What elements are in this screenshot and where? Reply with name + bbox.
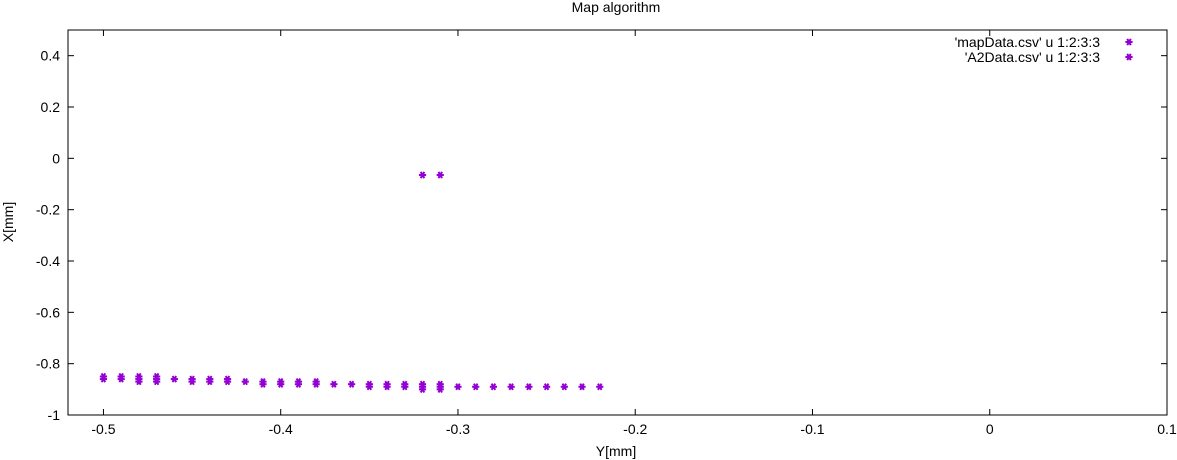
- data-point-series-1: [489, 383, 498, 391]
- data-point-series-1: [578, 383, 586, 391]
- data-point-series-1: [312, 380, 320, 388]
- chart-title: Map algorithm: [572, 0, 661, 15]
- x-tick-label: 0: [986, 421, 994, 437]
- data-point-series-1: [223, 378, 232, 386]
- data-point-series-1: [348, 380, 356, 388]
- data-point-series-1: [99, 375, 108, 383]
- data-point-series-1: [294, 380, 303, 388]
- x-tick-label: -0.4: [269, 421, 293, 437]
- data-point-series-1: [542, 383, 551, 391]
- data-point-series-1: [117, 375, 125, 383]
- y-tick-label: 0.2: [41, 99, 61, 115]
- legend-marker: [1125, 53, 1133, 61]
- data-point-series-1: [525, 383, 533, 391]
- x-tick-label: -0.3: [446, 421, 470, 437]
- legend: 'mapData.csv' u 1:2:3:3'A2Data.csv' u 1:…: [955, 34, 1133, 65]
- y-tick-label: 0.4: [41, 48, 61, 64]
- data-point-series-1: [170, 375, 178, 383]
- y-tick-label: -1: [48, 407, 61, 423]
- x-tick-label: 0.1: [1157, 421, 1177, 437]
- data-point-series-1: [365, 383, 373, 391]
- y-axis: 0.4 0.2 0 -0.2 -0.4 -0.6 -0.8 -1: [36, 48, 1167, 423]
- data-point-series-1: [596, 383, 604, 391]
- y-tick-label: -0.6: [36, 304, 60, 320]
- data-point-series-1: [153, 378, 161, 386]
- data-point-series-1: [436, 385, 444, 393]
- y-axis-title: X[mm]: [0, 202, 16, 242]
- legend-marker: [1125, 38, 1133, 46]
- x-axis-title: Y[mm]: [596, 443, 636, 459]
- x-tick-label: -0.1: [800, 421, 824, 437]
- data-points: [99, 171, 604, 393]
- data-point-series-1: [135, 378, 143, 386]
- data-point-series-1: [241, 378, 249, 386]
- y-tick-label: -0.8: [36, 356, 60, 372]
- legend-label: 'A2Data.csv' u 1:2:3:3: [965, 49, 1101, 65]
- data-point-series-1: [401, 383, 409, 391]
- data-point-series-1: [472, 383, 480, 391]
- y-tick-label: -0.2: [36, 202, 60, 218]
- data-point-series-1: [560, 383, 568, 391]
- legend-label: 'mapData.csv' u 1:2:3:3: [955, 34, 1101, 50]
- x-tick-label: -0.5: [91, 421, 115, 437]
- x-tick-label: -0.2: [623, 421, 647, 437]
- data-point-series-1: [418, 385, 427, 393]
- data-point-series-2: [418, 171, 427, 179]
- data-point-series-1: [383, 383, 391, 391]
- data-point-series-1: [206, 378, 214, 386]
- data-point-series-1: [188, 378, 196, 386]
- x-axis: -0.5 -0.4 -0.3 -0.2 -0.1 0 0.1: [91, 30, 1177, 437]
- y-tick-label: -0.4: [36, 253, 60, 269]
- plot-area-border: [67, 29, 1168, 416]
- data-point-series-1: [259, 380, 267, 388]
- data-point-series-2: [436, 171, 444, 179]
- data-point-series-1: [507, 383, 515, 391]
- y-tick-label: 0: [52, 150, 60, 166]
- data-point-series-1: [330, 380, 338, 388]
- data-point-series-1: [454, 383, 462, 391]
- data-point-series-1: [277, 380, 285, 388]
